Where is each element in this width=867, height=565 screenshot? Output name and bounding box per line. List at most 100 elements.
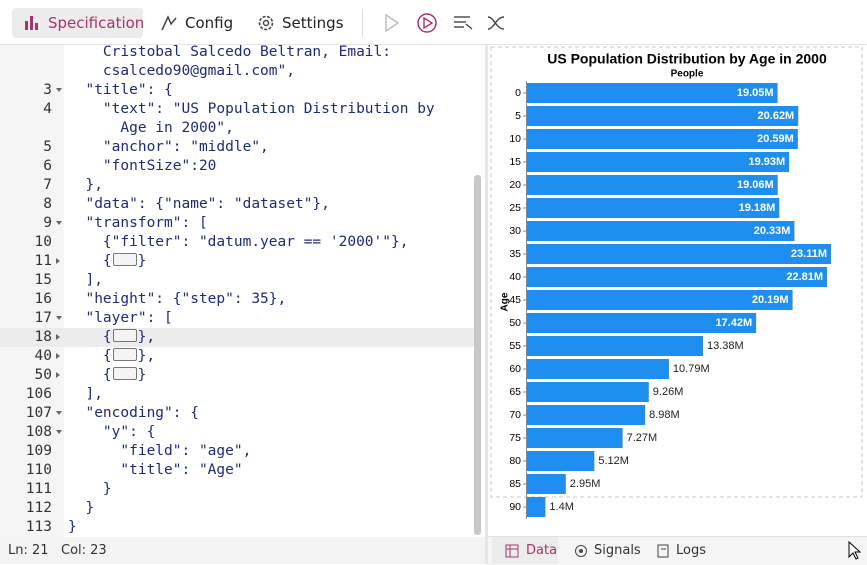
code-segment: } <box>68 481 112 497</box>
auto-run-button[interactable] <box>417 13 437 33</box>
code-line: 108 "y": { <box>0 423 474 442</box>
value-label: 20.19M <box>752 294 789 306</box>
code-line: 9 "transform": [ <box>0 214 474 233</box>
settings-tab[interactable]: Settings <box>256 8 346 38</box>
folded-placeholder[interactable] <box>112 367 137 380</box>
x-axis-title: People <box>671 69 704 80</box>
code-segment: "fontSize":20 <box>68 158 217 174</box>
code-line: 17 "layer": [ <box>0 309 474 328</box>
line-number: 16 <box>34 291 52 307</box>
code-segment: "layer": [ <box>68 310 173 326</box>
y-tick-label: 60 <box>509 363 521 375</box>
folded-placeholder[interactable] <box>112 348 137 361</box>
fold-toggle[interactable] <box>56 316 62 320</box>
bar <box>527 359 669 379</box>
code-line: 112 } <box>0 499 474 518</box>
tab-label: Data <box>526 543 558 558</box>
fold-toggle[interactable] <box>56 430 62 434</box>
bar <box>527 336 704 356</box>
line-number: 50 <box>34 367 52 383</box>
format-button[interactable] <box>454 16 473 30</box>
spec-tab[interactable]: Specification <box>12 8 144 38</box>
bar <box>527 428 623 448</box>
code-text: "encoding": { <box>68 404 199 423</box>
logs-icon <box>657 544 669 558</box>
code-line: 6 "fontSize":20 <box>0 157 474 176</box>
value-label: 10.79M <box>673 363 710 375</box>
y-tick-label: 70 <box>509 409 521 421</box>
cursor-line: Ln: 21 <box>8 543 49 558</box>
line-number: 112 <box>25 500 52 516</box>
tab-label: Signals <box>594 543 641 558</box>
cursor-column: Col: 23 <box>61 543 107 558</box>
code-segment: "title": { <box>68 82 173 98</box>
code-line: Age in 2000", <box>0 119 474 138</box>
line-number: 40 <box>34 348 52 364</box>
logs-tab[interactable]: Logs <box>654 537 714 564</box>
fold-toggle[interactable] <box>56 411 62 415</box>
y-tick-label: 90 <box>509 501 521 513</box>
y-tick-label: 10 <box>509 133 521 145</box>
code-editor[interactable]: Cristobal Salcedo Beltran, Email: csalce… <box>0 45 485 537</box>
shuffle-button[interactable] <box>487 16 505 30</box>
code-line: 7 }, <box>0 176 474 195</box>
folded-placeholder[interactable] <box>112 253 137 266</box>
bar <box>527 382 649 402</box>
code-text: ], <box>68 271 102 290</box>
value-label: 8.98M <box>649 409 680 421</box>
code-text: "fontSize":20 <box>68 157 217 176</box>
fold-toggle[interactable] <box>56 258 60 264</box>
code-line: 16 "height": {"step": 35}, <box>0 290 474 309</box>
line-number: 3 <box>43 82 52 98</box>
bar <box>527 290 793 310</box>
fold-toggle[interactable] <box>56 353 60 359</box>
chart: US Population Distribution by Age in 200… <box>490 46 863 519</box>
line-number: 15 <box>34 272 52 288</box>
value-label: 23.11M <box>791 248 827 260</box>
run-controls <box>385 13 505 33</box>
code-line: 113} <box>0 518 474 537</box>
code-text: "anchor": "middle", <box>68 138 269 157</box>
signals-tab[interactable]: Signals <box>572 537 642 564</box>
code-text: }, <box>68 176 102 195</box>
pane-divider[interactable] <box>485 45 488 564</box>
code-text: Cristobal Salcedo Beltran, Email: <box>68 45 391 62</box>
line-number: 107 <box>25 405 52 421</box>
code-segment: "y": { <box>68 424 156 440</box>
bar <box>527 474 566 494</box>
data-tab[interactable]: Data <box>492 537 558 564</box>
y-axis-title: Age <box>500 292 511 311</box>
line-number: 6 <box>43 158 52 174</box>
run-button[interactable] <box>385 13 400 33</box>
fold-toggle[interactable] <box>56 88 62 92</box>
fold-toggle[interactable] <box>56 334 60 340</box>
settings-icon <box>258 15 274 31</box>
bar <box>527 313 757 333</box>
folded-placeholder[interactable] <box>112 329 137 342</box>
y-tick-label: 85 <box>509 478 521 490</box>
code-text: "y": { <box>68 423 155 442</box>
bar <box>527 175 778 195</box>
code-segment: { <box>68 367 112 383</box>
bar <box>527 106 799 126</box>
bar <box>527 451 595 471</box>
bar <box>527 152 790 172</box>
y-tick-label: 0 <box>515 87 521 99</box>
config-tab[interactable]: Config <box>158 8 238 38</box>
code-segment: } <box>137 367 147 383</box>
fold-toggle[interactable] <box>56 221 62 225</box>
code-line: 18 {}, <box>0 328 474 347</box>
value-label: 20.62M <box>758 110 795 122</box>
scrollbar[interactable] <box>474 175 481 535</box>
fold-toggle[interactable] <box>56 372 60 378</box>
code-text: "layer": [ <box>68 309 173 328</box>
y-tick-label: 75 <box>509 432 521 444</box>
chart-frame <box>490 46 863 498</box>
line-number: 8 <box>43 196 52 212</box>
code-segment: ], <box>68 386 103 402</box>
code-segment: { <box>68 329 112 345</box>
code-line: 107 "encoding": { <box>0 404 474 423</box>
code-text: {} <box>68 366 146 385</box>
code-text: "title": { <box>68 81 173 100</box>
bar <box>527 244 831 264</box>
